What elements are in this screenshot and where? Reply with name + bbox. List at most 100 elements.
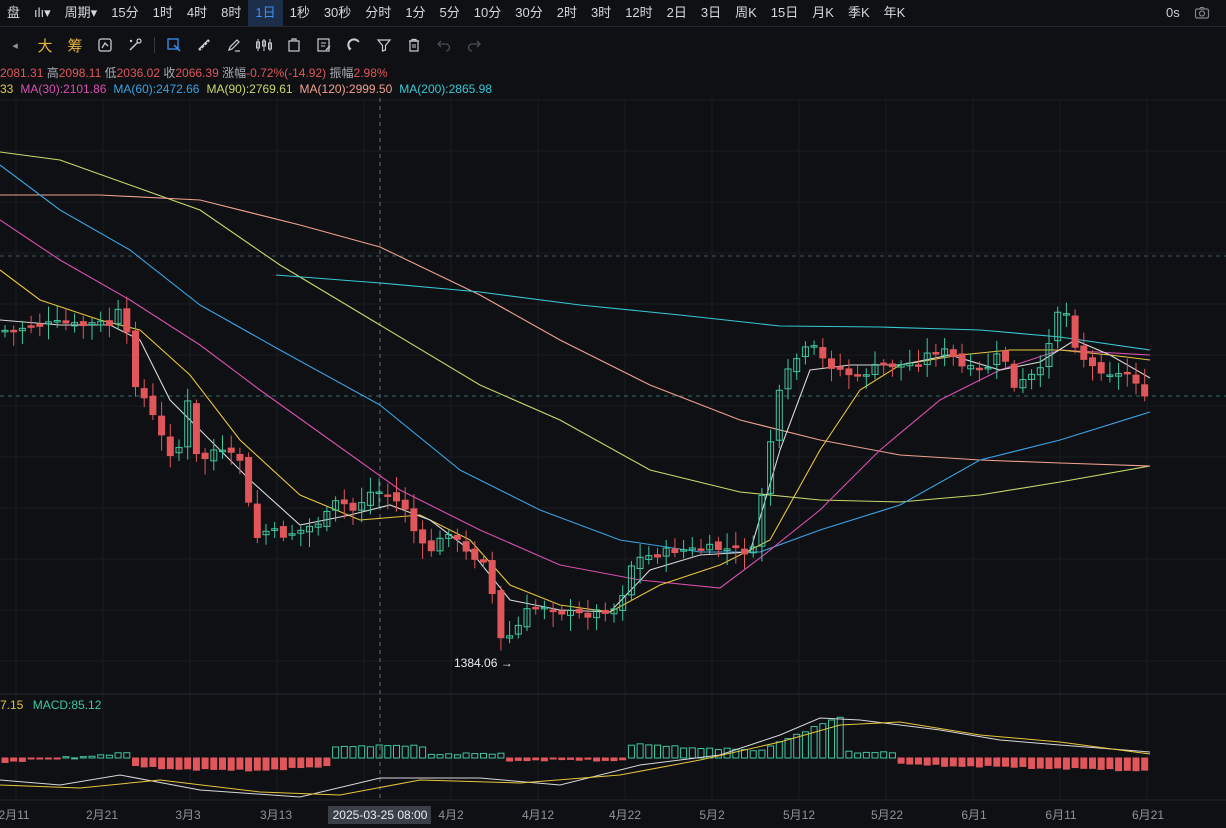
- macd-bar: [488, 753, 496, 759]
- candle-body: [349, 502, 357, 511]
- candle-body: [575, 608, 583, 614]
- macd-bar: [401, 745, 409, 759]
- macd-bar: [427, 753, 435, 759]
- candle-body: [941, 348, 949, 356]
- trash-icon[interactable]: [399, 32, 429, 58]
- da-button[interactable]: 大: [37, 37, 53, 55]
- candle-body: [723, 548, 731, 552]
- macd-bar: [888, 752, 896, 759]
- redo-icon[interactable]: [459, 32, 489, 58]
- high-value: 2098.11: [58, 66, 102, 80]
- candle-body: [158, 415, 166, 436]
- candle-body: [854, 374, 862, 377]
- drawing-toolbar: ◂ 大 筹: [0, 32, 520, 58]
- macd-bar: [523, 757, 531, 762]
- macd-bar: [941, 757, 949, 767]
- macd-bar: [593, 757, 601, 762]
- timeframe-tab[interactable]: 分时: [365, 5, 392, 20]
- macd-bar: [567, 757, 574, 760]
- timeframe-tab[interactable]: 季K: [847, 5, 870, 20]
- macd-bar: [723, 747, 731, 759]
- cursor-select-icon[interactable]: [159, 32, 189, 58]
- macd-bar: [288, 757, 296, 768]
- macd-bar: [436, 754, 444, 759]
- timeframe-tab[interactable]: 5分: [439, 5, 460, 20]
- macd-bar: [236, 757, 244, 770]
- candle-body: [645, 555, 653, 560]
- macd-bar: [462, 752, 470, 759]
- candle-body: [1115, 373, 1123, 377]
- magnet-icon[interactable]: [339, 32, 369, 58]
- timeframe-tab[interactable]: 15分: [111, 5, 139, 20]
- box-icon[interactable]: [279, 32, 309, 58]
- camera-icon[interactable]: [1194, 5, 1210, 21]
- timeframe-tab[interactable]: 周期▾: [64, 5, 98, 20]
- indicator-icon[interactable]: [90, 32, 120, 58]
- timeframe-tab[interactable]: 2日: [666, 5, 687, 20]
- macd-bar: [1071, 757, 1079, 769]
- candlestick-icon[interactable]: [249, 32, 279, 58]
- timeframe-tab[interactable]: 周K: [735, 5, 757, 20]
- timeframe-tab[interactable]: 15日: [770, 5, 799, 20]
- ruler-icon[interactable]: [189, 32, 219, 58]
- candle-body: [236, 453, 244, 461]
- candle-body: [53, 320, 61, 323]
- xaxis-tick-label: 6月21: [1132, 808, 1164, 822]
- candle-body: [192, 403, 200, 455]
- undo-icon[interactable]: [429, 32, 459, 58]
- xaxis-tick-label: 5月12: [783, 808, 815, 822]
- xaxis-tick-label: 2月11: [0, 808, 30, 822]
- timeframe-tab[interactable]: 1日: [248, 0, 283, 26]
- candle-body: [506, 635, 514, 639]
- candle-body: [767, 441, 775, 494]
- macd-bar: [984, 757, 992, 766]
- timeframe-tab[interactable]: ılı▾: [34, 5, 51, 20]
- candle-body: [636, 556, 644, 570]
- timeframe-tab[interactable]: 1分: [405, 5, 426, 20]
- caret-left-icon[interactable]: ◂: [12, 39, 18, 52]
- candle-body: [1036, 367, 1044, 376]
- timeframe-tab[interactable]: 1秒: [289, 5, 310, 20]
- high-label: 高: [46, 66, 59, 80]
- brush-settings-icon[interactable]: [120, 32, 150, 58]
- candle-body: [1141, 384, 1149, 397]
- macd-bar: [366, 746, 374, 759]
- timeframe-tab[interactable]: 1时: [152, 5, 173, 20]
- timeframe-tab[interactable]: 10分: [473, 5, 502, 20]
- timeframe-tab[interactable]: 4时: [186, 5, 208, 20]
- macd-bar: [323, 757, 331, 767]
- macd-bar: [18, 757, 26, 762]
- candle-body: [201, 452, 209, 460]
- chou-button[interactable]: 筹: [67, 37, 83, 55]
- timeframe-tab[interactable]: 30分: [515, 5, 543, 20]
- macd-bar: [558, 757, 566, 761]
- timeframe-tab[interactable]: 年K: [883, 5, 906, 20]
- macd-bar: [105, 754, 113, 759]
- macd-bar: [1123, 757, 1131, 771]
- timeframe-tab[interactable]: 2时: [556, 5, 577, 20]
- timeframe-tab[interactable]: 月K: [812, 5, 834, 20]
- timeframe-tab[interactable]: 3日: [700, 5, 722, 20]
- timeframe-tab[interactable]: 30秒: [323, 5, 352, 20]
- timeframe-tab[interactable]: 盘: [7, 5, 21, 20]
- candle-body: [340, 499, 348, 505]
- macd-bar: [923, 757, 931, 766]
- timeframe-tab[interactable]: 8时: [221, 5, 242, 20]
- macd-bar: [45, 757, 52, 760]
- macd-bar: [245, 757, 253, 772]
- pen-icon[interactable]: [219, 32, 249, 58]
- filter-icon[interactable]: [369, 32, 399, 58]
- candle-body: [801, 346, 809, 357]
- macd-bar: [801, 731, 809, 759]
- candle-body: [1054, 311, 1062, 342]
- timeframe-tab[interactable]: 12时: [625, 5, 653, 20]
- candle-body: [1002, 350, 1009, 362]
- candle-body: [262, 530, 270, 536]
- candle-body: [375, 491, 383, 495]
- candle-body: [1106, 374, 1114, 377]
- note-edit-icon[interactable]: [309, 32, 339, 58]
- macd-bar: [253, 757, 261, 771]
- timeframe-tab[interactable]: 3时: [590, 5, 612, 20]
- candle-body: [688, 547, 696, 551]
